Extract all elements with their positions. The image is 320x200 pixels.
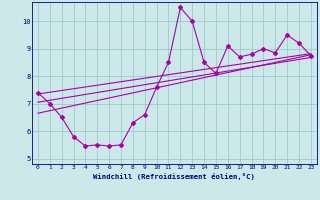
X-axis label: Windchill (Refroidissement éolien,°C): Windchill (Refroidissement éolien,°C)	[93, 173, 255, 180]
